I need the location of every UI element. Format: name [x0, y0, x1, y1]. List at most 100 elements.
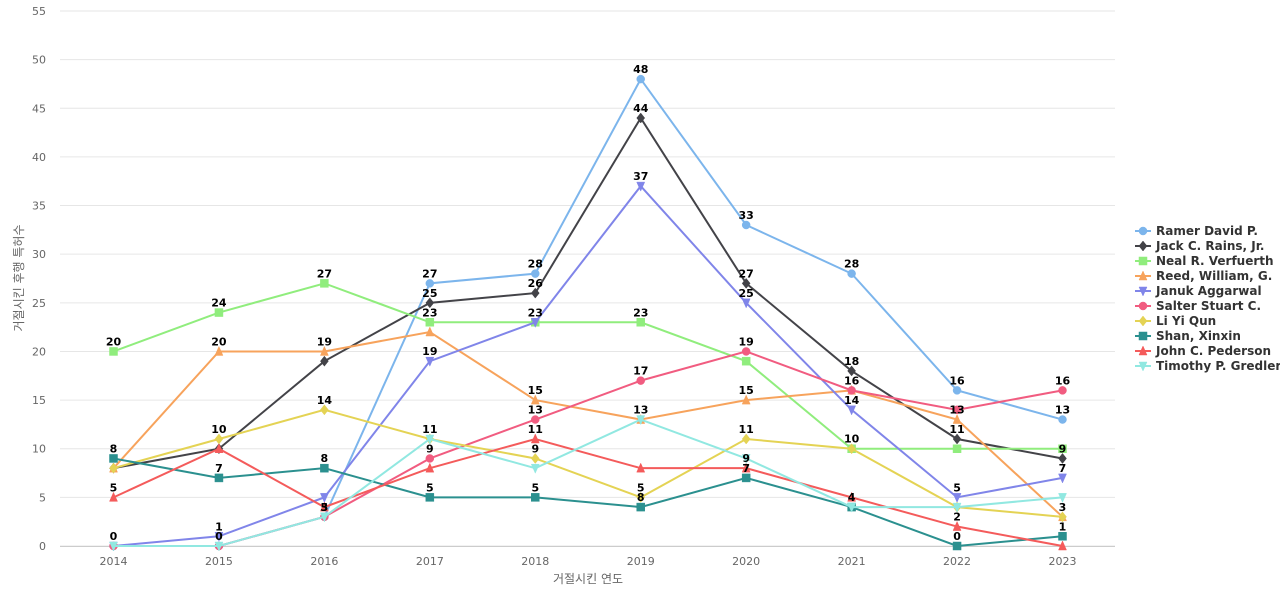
data-point[interactable] [425, 462, 435, 473]
data-point[interactable] [425, 279, 435, 288]
legend-item[interactable]: John C. Pederson [1135, 344, 1271, 358]
data-point[interactable] [952, 493, 962, 503]
legend-marker[interactable] [1138, 345, 1148, 356]
legend-item[interactable]: Januk Aggarwal [1135, 284, 1262, 298]
data-point[interactable] [1058, 473, 1067, 484]
data-point[interactable] [530, 318, 540, 328]
data-point[interactable] [952, 405, 962, 415]
data-point[interactable] [530, 453, 540, 464]
data-point[interactable] [425, 493, 435, 502]
data-point[interactable] [741, 394, 751, 405]
data-point[interactable] [214, 443, 224, 453]
legend-marker[interactable] [1138, 361, 1148, 372]
data-point[interactable] [636, 318, 645, 327]
data-point[interactable] [952, 386, 962, 395]
data-point[interactable] [741, 462, 751, 473]
data-point[interactable] [952, 444, 962, 453]
data-point[interactable] [109, 462, 118, 474]
data-point[interactable] [847, 502, 856, 513]
data-point[interactable] [1058, 532, 1067, 541]
legend-item[interactable]: Reed, William, G. [1135, 269, 1272, 283]
legend-item[interactable]: Ramer David P. [1135, 224, 1258, 238]
data-point[interactable] [741, 473, 751, 483]
legend-marker[interactable] [1138, 270, 1148, 281]
data-point[interactable] [847, 405, 856, 416]
data-point[interactable] [214, 541, 224, 552]
legend-marker[interactable] [1138, 226, 1148, 236]
data-point[interactable] [847, 269, 856, 278]
data-point[interactable] [320, 279, 329, 288]
data-point[interactable] [214, 473, 224, 483]
legend-marker[interactable] [1138, 331, 1148, 341]
data-point[interactable] [531, 269, 540, 278]
data-point[interactable] [109, 541, 118, 552]
data-point[interactable] [320, 493, 329, 503]
data-point[interactable] [1058, 540, 1067, 551]
data-point[interactable] [320, 355, 329, 367]
data-point[interactable] [1058, 386, 1067, 395]
data-point[interactable] [530, 394, 540, 405]
legend-marker[interactable] [1138, 301, 1148, 311]
data-point[interactable] [109, 347, 118, 356]
data-point[interactable] [1058, 493, 1067, 503]
data-point[interactable] [636, 491, 646, 503]
data-point[interactable] [952, 413, 962, 424]
data-point[interactable] [952, 502, 962, 513]
data-point[interactable] [214, 308, 224, 317]
legend-item[interactable]: Timothy P. Gredler [1135, 359, 1280, 373]
data-point[interactable] [530, 287, 540, 299]
data-point[interactable] [425, 326, 435, 337]
data-point[interactable] [741, 356, 751, 366]
data-point[interactable] [214, 345, 224, 356]
data-point[interactable] [531, 415, 540, 424]
data-point[interactable] [531, 493, 540, 502]
data-point[interactable] [636, 376, 645, 385]
data-point[interactable] [952, 520, 962, 531]
legend-item[interactable]: Shan, Xinxin [1135, 329, 1241, 343]
data-point[interactable] [847, 491, 856, 502]
data-point[interactable] [741, 433, 751, 445]
data-point[interactable] [530, 463, 540, 474]
data-point[interactable] [636, 112, 646, 124]
data-point[interactable] [847, 386, 856, 395]
data-point[interactable] [636, 502, 645, 512]
data-point[interactable] [952, 433, 962, 445]
data-point[interactable] [636, 462, 646, 473]
legend[interactable]: Ramer David P.Jack C. Rains, Jr.Neal R. … [1135, 224, 1280, 373]
legend-item[interactable]: Jack C. Rains, Jr. [1135, 239, 1264, 253]
data-point[interactable] [1058, 453, 1067, 464]
legend-item[interactable]: Neal R. Verfuerth [1135, 254, 1274, 268]
data-point[interactable] [1058, 415, 1067, 424]
data-point[interactable] [847, 365, 856, 377]
data-point[interactable] [425, 434, 435, 445]
data-point[interactable] [320, 404, 329, 416]
data-point[interactable] [320, 345, 329, 356]
legend-marker[interactable] [1138, 240, 1148, 252]
data-point[interactable] [636, 74, 645, 84]
data-point[interactable] [741, 454, 751, 465]
data-point[interactable] [741, 220, 751, 230]
data-point[interactable] [741, 347, 751, 356]
data-point[interactable] [320, 501, 329, 512]
data-point[interactable] [741, 277, 751, 289]
data-point[interactable] [636, 415, 646, 426]
legend-marker[interactable] [1138, 286, 1148, 297]
data-point[interactable] [425, 356, 435, 367]
data-point[interactable] [425, 297, 435, 309]
data-point[interactable] [952, 541, 962, 551]
data-point[interactable] [636, 181, 646, 192]
data-point[interactable] [1058, 444, 1067, 453]
legend-item[interactable]: Salter Stuart C. [1135, 299, 1261, 313]
data-point[interactable] [109, 454, 118, 463]
data-point[interactable] [320, 463, 329, 473]
legend-marker[interactable] [1138, 256, 1148, 266]
data-point[interactable] [847, 443, 856, 455]
data-point[interactable] [109, 491, 118, 502]
legend-item[interactable]: Li Yi Qun [1135, 314, 1216, 328]
legend-marker[interactable] [1138, 315, 1148, 327]
data-point[interactable] [530, 433, 540, 444]
data-point[interactable] [425, 454, 435, 463]
data-point[interactable] [741, 298, 751, 309]
data-point[interactable] [1058, 511, 1067, 523]
data-point[interactable] [214, 532, 224, 542]
